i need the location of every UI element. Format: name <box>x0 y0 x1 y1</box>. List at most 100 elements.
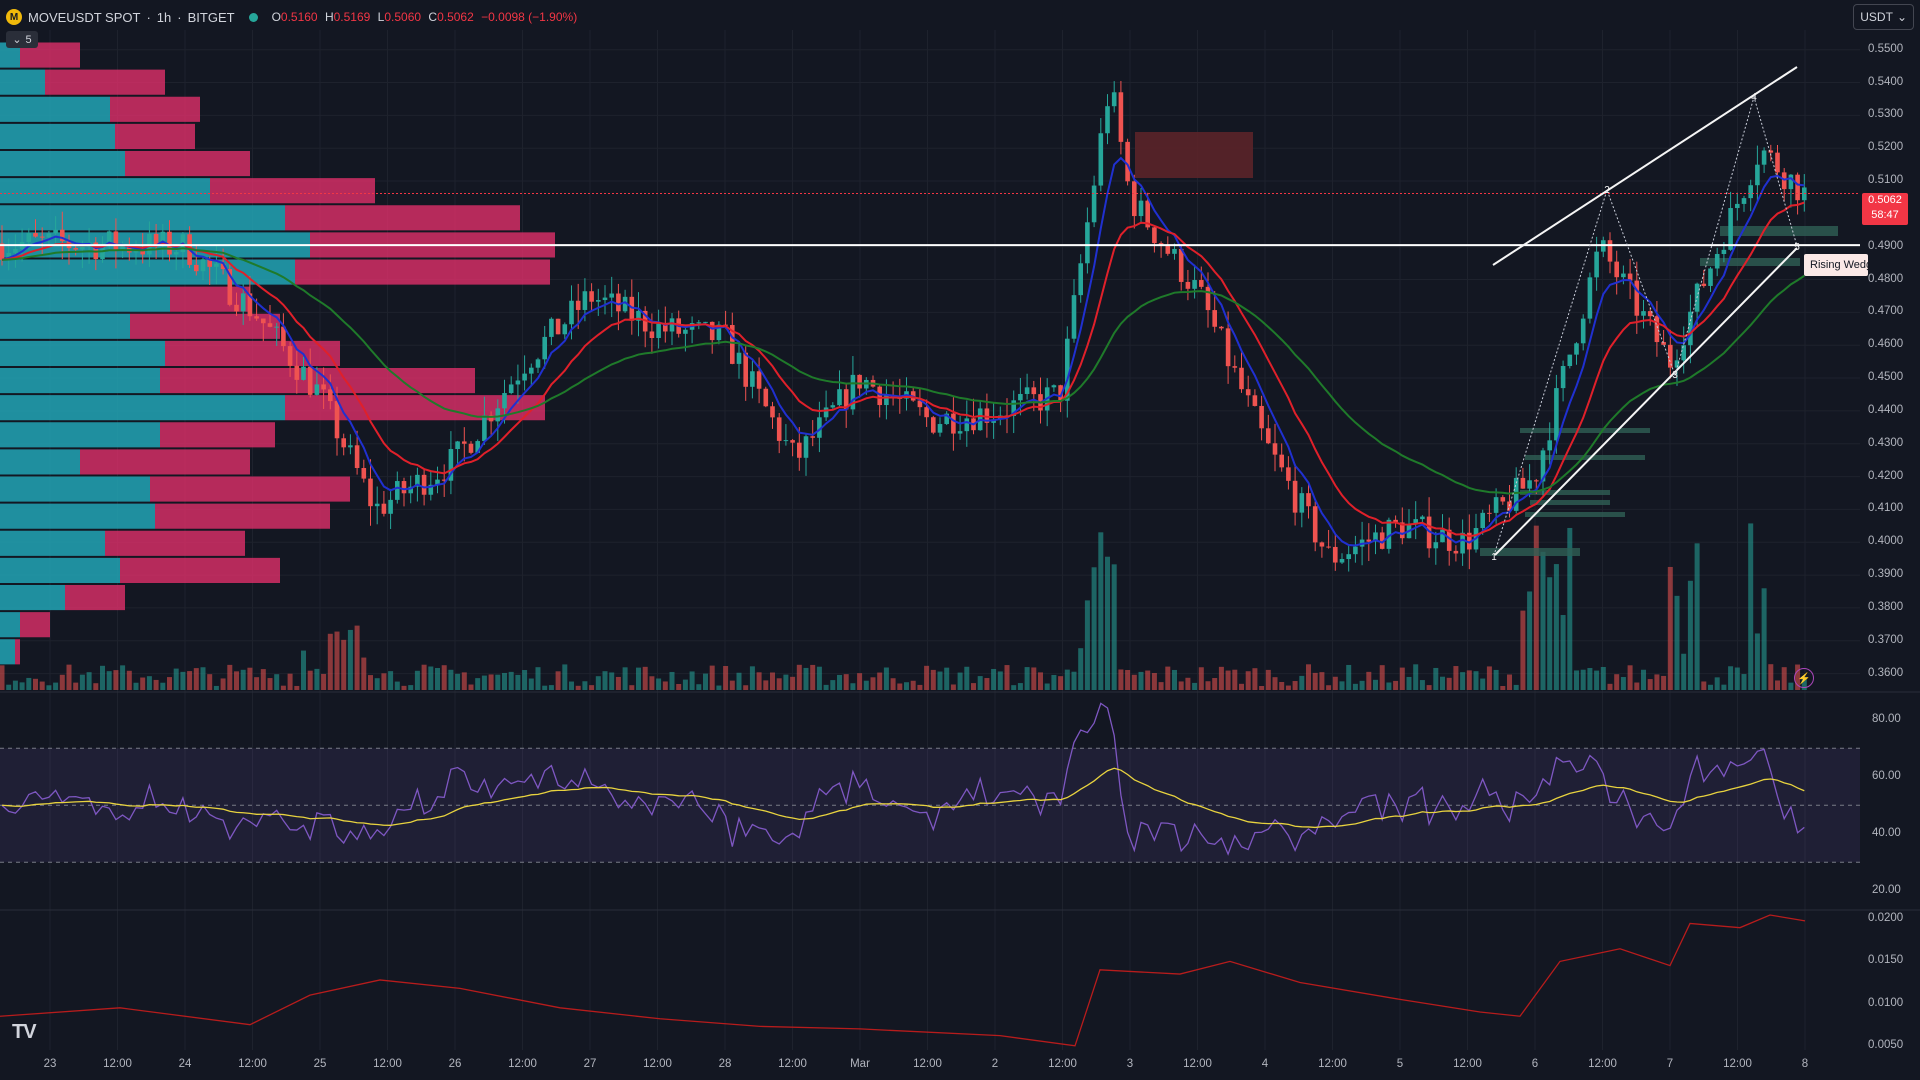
tradingview-logo[interactable]: TV <box>12 1021 37 1043</box>
time-axis-label: 12:00 <box>1048 1058 1077 1070</box>
candle-body <box>696 322 702 324</box>
volume-bar <box>609 672 615 690</box>
volume-bar <box>535 667 541 690</box>
volume-bar <box>1507 674 1512 690</box>
volume-bar <box>173 668 179 690</box>
volume-bar <box>910 680 916 690</box>
candle-body <box>850 374 856 410</box>
candle-body <box>314 384 320 395</box>
price-axis-label: 0.4600 <box>1868 338 1904 351</box>
volume-bar <box>240 669 246 690</box>
volume-bar <box>904 682 909 690</box>
volume-bar <box>1165 666 1171 690</box>
volume-bar <box>1185 677 1191 690</box>
demand-zone <box>1530 500 1610 505</box>
price-axis-label: 0.4700 <box>1868 305 1904 318</box>
volume-bar <box>1272 677 1278 690</box>
candle-body <box>1306 493 1311 507</box>
volume-bar <box>1279 681 1285 690</box>
volume-bar <box>1721 684 1727 690</box>
candle-body <box>884 395 889 406</box>
candle-body <box>1232 366 1238 368</box>
candle-body <box>1091 185 1097 223</box>
volume-bar <box>1212 678 1218 690</box>
volume-bar <box>622 667 628 690</box>
symbol-header[interactable]: M MOVEUSDT SPOT · 1h · BITGET O0.5160 H0… <box>6 6 577 28</box>
volume-bar <box>468 684 474 690</box>
price-axis-label: 0.5100 <box>1868 174 1904 187</box>
candle-body <box>1286 467 1291 481</box>
time-axis-label: Mar <box>850 1058 870 1070</box>
candle-body <box>482 415 487 442</box>
rising-wedge-label[interactable]: Rising Wedge <box>1804 254 1868 276</box>
candle-body <box>348 445 353 448</box>
ema-slow-line <box>1 247 1805 495</box>
volume-bar <box>770 672 775 690</box>
candle-body <box>1574 343 1579 355</box>
candle-body <box>1761 150 1767 165</box>
price-axis-label: 0.4000 <box>1868 535 1904 548</box>
candle-body <box>167 231 172 255</box>
third-indicator-line <box>0 914 1806 1047</box>
candle-body <box>234 304 239 312</box>
volume-bar <box>1158 682 1164 690</box>
profile-bar-down <box>285 205 520 231</box>
candle-body <box>301 366 306 380</box>
volume-bar <box>1607 683 1613 690</box>
candle-body <box>857 374 862 389</box>
volume-bar <box>234 671 239 690</box>
candle-body <box>294 365 300 380</box>
profile-bar-down <box>120 557 280 583</box>
volume-bar <box>1245 671 1251 690</box>
volume-bar <box>301 650 306 690</box>
candle-body <box>535 359 541 368</box>
volume-bar <box>287 673 293 690</box>
candle-body <box>1614 261 1619 278</box>
candle-body <box>1788 174 1794 190</box>
volume-bar <box>883 667 889 690</box>
drawings[interactable]: 1 2 3 4 5 <box>0 66 1860 563</box>
candle-body <box>730 325 735 364</box>
candle-body <box>1353 546 1358 555</box>
candle-body <box>1386 519 1392 549</box>
time-axis-label: 12:00 <box>238 1058 267 1070</box>
lightning-icon[interactable]: ⚡ <box>1794 668 1814 688</box>
volume-bar <box>1038 672 1043 690</box>
candle-body <box>1654 316 1660 343</box>
volume-bar <box>1446 677 1452 690</box>
candle-body <box>46 233 52 238</box>
profile-bar-down <box>155 503 330 529</box>
candle-body <box>1111 92 1117 107</box>
candle-body <box>1245 389 1251 396</box>
volume-bar <box>167 677 172 690</box>
candle-body <box>1400 522 1405 539</box>
volume-bar <box>1151 673 1157 690</box>
candle-body <box>1540 450 1546 482</box>
volume-bar <box>575 685 581 690</box>
candle-body <box>663 323 668 332</box>
volume-bar <box>1225 670 1231 690</box>
wedge-path <box>1494 95 1798 553</box>
time-axis-label: 12:00 <box>778 1058 807 1070</box>
volume-bar <box>1319 672 1325 690</box>
candle-body <box>207 259 212 267</box>
candle-body <box>1674 360 1680 368</box>
candle-body <box>475 441 480 453</box>
candle-body <box>127 244 132 253</box>
currency-selector[interactable]: USDT ⌄ <box>1853 4 1914 30</box>
symbol-name[interactable]: MOVEUSDT SPOT <box>28 9 141 25</box>
candle-body <box>368 478 373 507</box>
indicator-toggle-button[interactable]: ⌄ 5 <box>6 31 38 48</box>
candle-body <box>931 417 936 433</box>
candle-body <box>542 336 547 360</box>
volume-bar <box>1285 685 1291 690</box>
volume-bar <box>1058 676 1064 690</box>
candle-body <box>944 413 949 425</box>
candle-body <box>287 346 293 366</box>
interval[interactable]: 1h <box>156 9 172 25</box>
time-axis-label: 28 <box>718 1058 732 1070</box>
profile-bar-up <box>0 205 285 231</box>
candle-body <box>951 413 956 434</box>
volume-bar <box>193 668 199 690</box>
